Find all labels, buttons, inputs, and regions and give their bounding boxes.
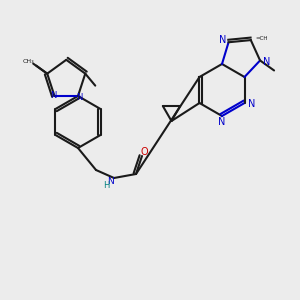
Text: O: O	[140, 147, 148, 157]
Text: N: N	[76, 92, 82, 101]
Text: N: N	[219, 35, 226, 45]
Text: N: N	[263, 58, 270, 68]
Text: H: H	[103, 181, 109, 190]
Text: N: N	[50, 91, 57, 100]
Text: N: N	[248, 99, 255, 109]
Text: N: N	[218, 117, 226, 127]
Text: CH₃: CH₃	[22, 58, 34, 64]
Text: =CH: =CH	[256, 36, 268, 40]
Text: N: N	[108, 178, 114, 187]
